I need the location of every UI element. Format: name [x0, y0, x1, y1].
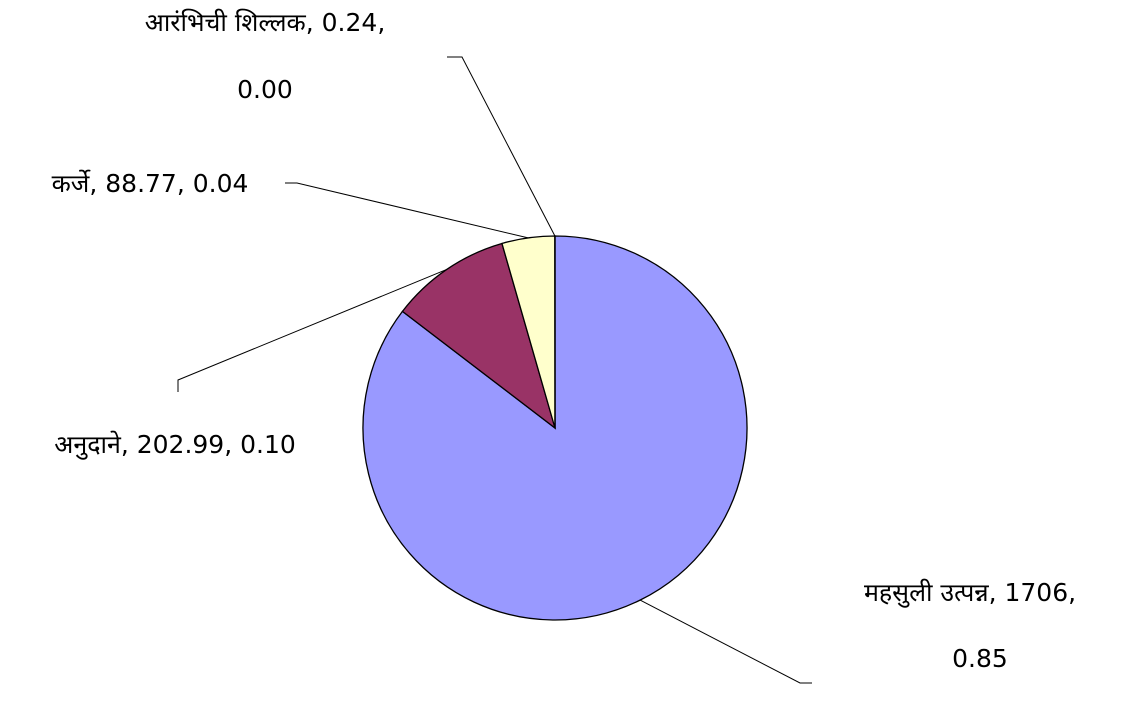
leader-line — [447, 56, 556, 237]
data-label: महसुली उत्पन्न, 1706, — [864, 578, 1076, 608]
pie-slice — [401, 242, 557, 430]
data-label: 0.00 — [237, 75, 293, 104]
data-label: 0.85 — [952, 644, 1008, 673]
leader-line — [639, 599, 812, 684]
data-label: आरंभिची शिल्लक, 0.24, — [145, 8, 386, 37]
data-label: अनुदाने, 202.99, 0.10 — [54, 430, 296, 460]
data-label: कर्जे, 88.77, 0.04 — [52, 169, 249, 198]
leader-line — [177, 268, 447, 392]
leader-line — [285, 182, 529, 239]
